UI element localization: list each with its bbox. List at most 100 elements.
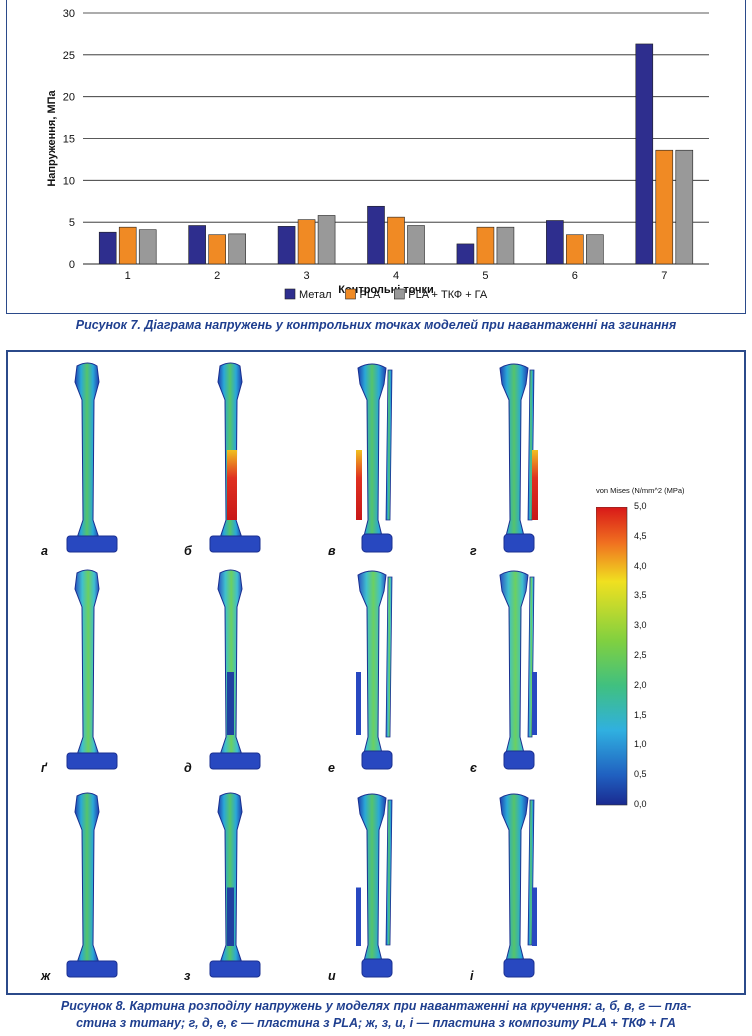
panel-label: є — [470, 761, 478, 775]
bar — [297, 219, 316, 265]
tibia-shape — [74, 362, 100, 539]
foot-block — [503, 750, 535, 770]
y-tick-label: 0 — [69, 259, 75, 271]
tibia-shape — [357, 570, 387, 754]
foot-block — [209, 960, 261, 978]
foot-block — [361, 533, 393, 553]
figure-8-caption-line2: стина з титану; г, д, е, є — пластина з … — [76, 1016, 676, 1030]
colorbar-tick-label: 4,0 — [634, 560, 647, 571]
bone-model — [66, 362, 118, 553]
plate — [356, 887, 361, 946]
bone-model — [356, 363, 393, 553]
bone-model — [66, 792, 118, 978]
colorbar-tick-label: 4,5 — [634, 530, 647, 541]
colorbar-tick-label: 2,0 — [634, 679, 647, 690]
bar — [456, 243, 475, 265]
bar — [277, 226, 296, 265]
tibia-shape — [74, 792, 100, 964]
bone-model — [499, 793, 537, 978]
bar — [586, 234, 604, 265]
bar — [118, 226, 137, 265]
panel-label: и — [328, 969, 336, 983]
bar — [496, 226, 515, 265]
x-tick-label: 6 — [572, 270, 578, 282]
stress-plate-hot — [532, 450, 538, 520]
bone-model — [209, 792, 261, 978]
bar — [387, 216, 405, 265]
foot-block — [66, 960, 118, 978]
panel-label: д — [184, 761, 192, 775]
plate — [356, 672, 361, 735]
foot-block — [209, 752, 261, 770]
foot-block — [503, 958, 535, 978]
plate — [532, 887, 537, 946]
panel-label: ж — [41, 969, 51, 983]
bone-model — [66, 569, 118, 770]
figure-8-caption-line1: Рисунок 8. Картина розподілу напружень у… — [60, 999, 692, 1013]
foot-block — [209, 535, 261, 553]
foot-block — [66, 535, 118, 553]
bar — [317, 215, 336, 265]
plate — [227, 887, 234, 946]
bar — [476, 226, 495, 265]
bar — [566, 234, 584, 265]
bar — [228, 233, 246, 265]
stress-bar-chart: 0 5 10 15 20 25 30 1 2 3 4 5 6 7 Контрольні точки Напру… — [46, 8, 709, 301]
bar — [208, 234, 226, 265]
panel-label: в — [328, 544, 336, 558]
panel-label: ґ — [41, 761, 47, 775]
tibia-shape — [499, 793, 529, 962]
panel-label: з — [184, 969, 191, 983]
bar — [655, 149, 674, 265]
x-tick-label: 2 — [214, 270, 220, 282]
fibula-shape — [385, 799, 393, 946]
colorbar-tick-label: 0,0 — [634, 799, 647, 809]
plate — [532, 672, 537, 735]
x-tick-label: 4 — [393, 270, 399, 282]
bar — [138, 229, 157, 265]
bar — [98, 231, 117, 265]
bone-model — [209, 362, 261, 553]
colorbar-tick-label: 3,0 — [634, 620, 647, 631]
bone-model — [356, 793, 393, 978]
x-axis-label: Контрольні точки — [338, 284, 433, 296]
bar — [188, 225, 206, 265]
colorbar-tick-label: 3,5 — [634, 590, 647, 601]
x-tick-label: 1 — [125, 270, 131, 282]
tibia-shape — [217, 792, 243, 964]
colorbar-title: von Mises (N/mm^2 (MPa) — [596, 486, 685, 495]
tibia-shape — [499, 570, 529, 754]
colorbar — [596, 507, 628, 806]
colorbar-tick-label: 2,5 — [634, 650, 647, 660]
y-tick-label: 10 — [63, 175, 75, 187]
bone-model — [209, 569, 261, 770]
bone-model — [499, 570, 537, 770]
y-tick-label: 5 — [69, 217, 75, 229]
stress-plate-hot — [356, 450, 362, 520]
colorbar-tick-label: 1,5 — [634, 709, 647, 720]
bar — [635, 43, 654, 265]
legend-label: Метал — [299, 289, 332, 301]
tibia-shape — [357, 363, 387, 537]
fibula-shape — [385, 369, 393, 521]
foot-block — [503, 533, 535, 553]
y-tick-label: 30 — [63, 8, 75, 20]
bar — [367, 205, 385, 265]
legend-swatch — [345, 288, 356, 300]
panel-label: г — [470, 544, 477, 558]
panel-label: е — [328, 761, 335, 775]
y-tick-label: 15 — [63, 134, 75, 146]
colorbar-tick-label: 0,5 — [634, 769, 647, 780]
y-tick-label: 20 — [63, 92, 75, 104]
bone-model — [356, 570, 393, 770]
foot-block — [66, 752, 118, 770]
bar — [407, 225, 425, 265]
x-tick-label: 5 — [482, 270, 488, 282]
tibia-shape — [217, 569, 243, 756]
legend-swatch — [393, 288, 405, 300]
foot-block — [361, 750, 393, 770]
legend-label: PLA — [360, 289, 381, 301]
x-tick-label: 7 — [661, 270, 667, 282]
fibula-shape — [385, 576, 393, 738]
x-tick-label: 3 — [304, 270, 310, 282]
